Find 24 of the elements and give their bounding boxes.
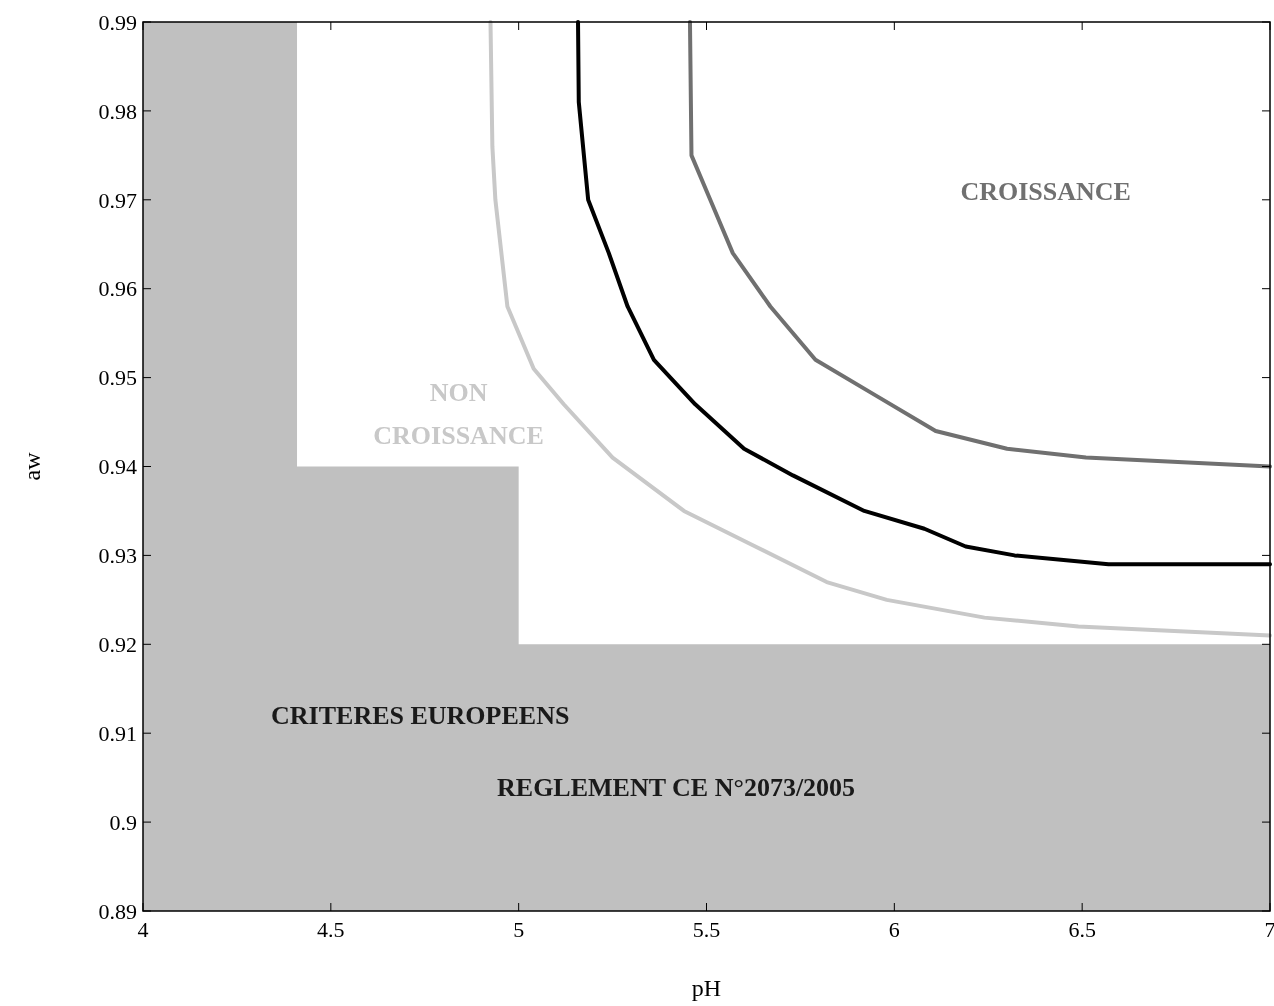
x-tick-label: 4 (137, 917, 149, 942)
x-tick-label: 6.5 (1068, 917, 1096, 942)
annotation: CROISSANCE (960, 176, 1131, 206)
annotation: CRITERES EUROPEENS (271, 700, 570, 730)
annotation: REGLEMENT CE N°2073/2005 (497, 772, 856, 802)
y-tick-label: 0.98 (98, 98, 137, 124)
y-tick-label: 0.9 (109, 809, 137, 835)
x-tick-label: 5 (513, 917, 525, 942)
y-tick-label: 0.97 (98, 187, 137, 213)
y-tick-label: 0.94 (98, 454, 137, 480)
y-tick-label: 0.89 (98, 898, 137, 924)
x-axis-title: pH (691, 975, 722, 1001)
x-tick-label: 5.5 (692, 917, 721, 942)
y-tick-label: 0.91 (98, 720, 137, 746)
y-tick-label: 0.95 (98, 365, 137, 391)
y-tick-label: 0.96 (98, 276, 137, 302)
x-tick-label: 6 (888, 917, 900, 942)
line-series (687, 20, 1272, 469)
x-tick-label: 4.5 (317, 917, 345, 942)
x-tick-label: 7 (1264, 917, 1274, 942)
y-tick-label: 0.92 (98, 632, 137, 657)
y-tick-label: 0.99 (98, 9, 137, 35)
y-axis-title: aw (19, 451, 45, 481)
y-tick-label: 0.93 (98, 543, 137, 569)
